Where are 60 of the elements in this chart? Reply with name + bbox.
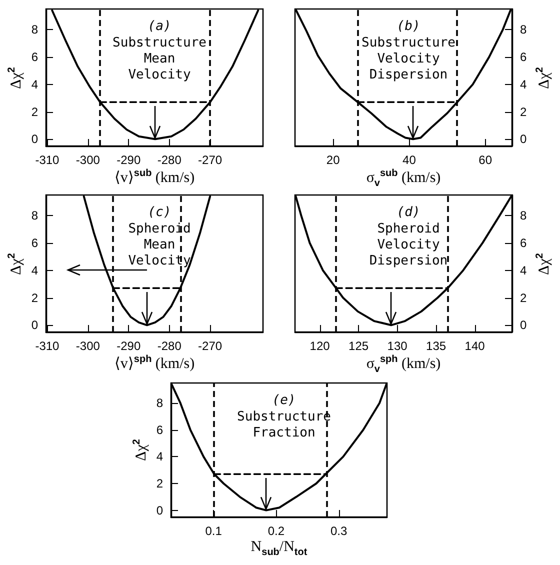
y2-tick-label: 4 (520, 263, 527, 278)
y-tick-label: 2 (31, 104, 38, 119)
y-tick-label: 8 (156, 396, 164, 410)
y-tick-label: 8 (31, 22, 38, 37)
text: Spheroid Velocity Dispersion (369, 222, 448, 268)
x-tick-label: -280 (157, 153, 182, 167)
y2-tick-label: 4 (520, 77, 527, 92)
x-tick-label: 0.3 (330, 524, 348, 538)
y-tick-label: 4 (31, 263, 38, 278)
x-tick-label: 0.1 (205, 524, 222, 538)
text: Substructure Velocity Dispersion (362, 36, 456, 82)
x-tick-label: 20 (326, 153, 340, 167)
x-tick-label: -300 (76, 339, 100, 353)
x-tick-label: 0.2 (268, 524, 285, 538)
x-tick-label: -270 (198, 153, 222, 167)
x-tick-label: -310 (35, 339, 60, 353)
y2-tick-label: 2 (520, 290, 527, 305)
x-axis-title: ⟨v⟩$^{sub}$ (km/s) (114, 168, 195, 187)
y2-tick-label: 0 (520, 132, 527, 146)
text: (a) (148, 19, 172, 34)
text: Substructure Mean Velocity (112, 36, 207, 82)
y2-tick-label: 2 (520, 104, 527, 119)
text: Substructure Fraction (237, 410, 332, 440)
text: (b) (396, 19, 420, 34)
x-tick-label: 40 (402, 153, 416, 167)
x-tick-label: -270 (198, 339, 222, 353)
text: (e) (272, 393, 296, 408)
x-tick-label: 60 (478, 153, 492, 167)
y-tick-label: 6 (31, 236, 38, 250)
y-tick-label: 2 (31, 290, 38, 305)
x-tick-label: 140 (464, 339, 486, 353)
y-tick-label: 0 (31, 132, 38, 146)
x-tick-label: -310 (35, 153, 60, 167)
y2-tick-label: 0 (520, 318, 527, 332)
x-tick-label: 125 (348, 339, 369, 353)
text: (c) (148, 205, 172, 220)
x-tick-label: -290 (116, 153, 141, 167)
y2-tick-label: 6 (520, 50, 527, 64)
x-axis-title: σ$_{v}$$^{sub}$ (km/s) (366, 168, 441, 189)
x-tick-label: 135 (426, 339, 446, 353)
x-tick-label: -290 (116, 339, 141, 353)
x-axis-title: N$_{sub}$/N$_{tot}$ (250, 539, 308, 558)
x-tick-label: -280 (157, 339, 182, 353)
x-axis-title: σ$_{v}$$^{sph}$ (km/s) (366, 354, 441, 375)
y2-tick-label: 6 (520, 236, 527, 250)
y-tick-label: 2 (156, 476, 164, 490)
y-tick-label: 6 (31, 50, 38, 64)
text: (d) (396, 205, 420, 220)
x-tick-label: 130 (387, 339, 408, 353)
x-tick-label: -300 (76, 153, 100, 167)
y-tick-label: 4 (31, 77, 38, 92)
y-tick-label: 0 (31, 318, 38, 332)
y-tick-label: 6 (156, 422, 164, 437)
y2-tick-label: 8 (520, 208, 527, 223)
x-tick-label: 120 (310, 339, 330, 353)
y-tick-label: 0 (156, 503, 164, 518)
x-axis-title: ⟨v⟩$^{sph}$ (km/s) (114, 354, 195, 373)
y-tick-label: 4 (156, 450, 164, 464)
y-tick-label: 8 (31, 208, 38, 223)
y2-tick-label: 8 (520, 22, 527, 37)
